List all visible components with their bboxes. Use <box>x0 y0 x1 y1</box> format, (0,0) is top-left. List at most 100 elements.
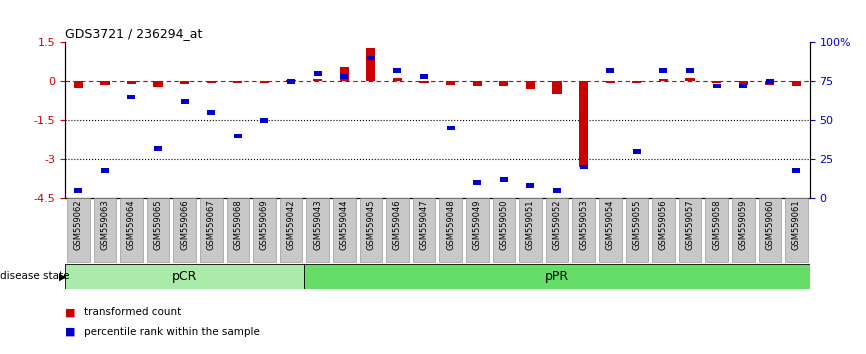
Text: ▶: ▶ <box>59 272 67 281</box>
Bar <box>632 81 642 84</box>
Text: GSM559048: GSM559048 <box>446 200 456 250</box>
Bar <box>553 188 561 193</box>
Bar <box>339 67 349 81</box>
FancyBboxPatch shape <box>386 198 409 262</box>
Text: GSM559050: GSM559050 <box>500 200 508 250</box>
Text: GSM559053: GSM559053 <box>579 200 588 250</box>
Bar <box>180 81 190 84</box>
Text: GSM559044: GSM559044 <box>339 200 349 250</box>
FancyBboxPatch shape <box>759 198 781 262</box>
Text: ■: ■ <box>65 327 75 337</box>
Text: GSM559054: GSM559054 <box>605 200 615 250</box>
Bar <box>579 81 588 167</box>
Text: pCR: pCR <box>172 270 197 283</box>
Bar <box>712 81 721 84</box>
Bar <box>367 56 375 61</box>
Bar <box>366 48 376 81</box>
Text: GSM559056: GSM559056 <box>659 200 668 250</box>
Text: GSM559066: GSM559066 <box>180 200 189 250</box>
Text: GSM559042: GSM559042 <box>287 200 295 250</box>
Bar <box>739 81 748 85</box>
Bar <box>313 71 321 76</box>
Text: pPR: pPR <box>545 270 569 283</box>
Bar <box>605 81 615 84</box>
FancyBboxPatch shape <box>200 198 223 262</box>
FancyBboxPatch shape <box>546 198 568 262</box>
Text: GSM559065: GSM559065 <box>153 200 163 250</box>
Bar <box>659 68 668 73</box>
Bar <box>686 68 694 73</box>
Bar <box>419 81 429 83</box>
FancyBboxPatch shape <box>307 198 329 262</box>
Bar <box>606 68 614 73</box>
FancyBboxPatch shape <box>359 198 382 262</box>
FancyBboxPatch shape <box>173 198 196 262</box>
Bar <box>340 74 348 79</box>
Bar <box>766 79 774 84</box>
FancyBboxPatch shape <box>519 198 542 262</box>
Bar <box>153 81 163 87</box>
Text: GSM559069: GSM559069 <box>260 200 269 250</box>
Bar <box>579 165 588 170</box>
Bar <box>100 168 109 172</box>
FancyBboxPatch shape <box>732 198 754 262</box>
FancyBboxPatch shape <box>413 198 436 262</box>
Bar <box>553 81 562 95</box>
Bar <box>526 81 535 89</box>
Bar <box>766 81 774 85</box>
Bar <box>393 78 402 81</box>
FancyBboxPatch shape <box>785 198 808 262</box>
Text: GSM559055: GSM559055 <box>632 200 642 250</box>
Text: percentile rank within the sample: percentile rank within the sample <box>84 327 260 337</box>
FancyBboxPatch shape <box>679 198 701 262</box>
Bar <box>287 79 295 84</box>
Text: GDS3721 / 236294_at: GDS3721 / 236294_at <box>65 27 203 40</box>
Text: GSM559060: GSM559060 <box>766 200 774 250</box>
FancyBboxPatch shape <box>439 198 462 262</box>
Bar <box>633 149 641 154</box>
Bar <box>792 81 801 86</box>
Bar <box>313 79 322 81</box>
Text: disease state: disease state <box>0 272 69 281</box>
FancyBboxPatch shape <box>146 198 170 262</box>
Text: GSM559049: GSM559049 <box>473 200 481 250</box>
Bar <box>154 146 162 151</box>
Text: GSM559059: GSM559059 <box>739 200 747 250</box>
Bar <box>740 84 747 88</box>
Bar <box>260 81 269 84</box>
Bar <box>74 188 82 193</box>
Bar <box>527 183 534 188</box>
Bar <box>393 68 402 73</box>
Bar <box>207 110 216 115</box>
Bar <box>447 126 455 131</box>
Text: GSM559045: GSM559045 <box>366 200 375 250</box>
Text: GSM559046: GSM559046 <box>393 200 402 250</box>
Bar <box>127 95 135 99</box>
FancyBboxPatch shape <box>253 198 275 262</box>
FancyBboxPatch shape <box>466 198 488 262</box>
Text: GSM559058: GSM559058 <box>712 200 721 250</box>
Text: transformed count: transformed count <box>84 307 181 317</box>
Bar <box>261 118 268 123</box>
Text: GSM559064: GSM559064 <box>127 200 136 250</box>
FancyBboxPatch shape <box>120 198 143 262</box>
Bar <box>446 81 456 85</box>
FancyBboxPatch shape <box>705 198 728 262</box>
FancyBboxPatch shape <box>280 198 302 262</box>
Text: GSM559063: GSM559063 <box>100 200 109 250</box>
Text: GSM559047: GSM559047 <box>419 200 429 250</box>
FancyBboxPatch shape <box>599 198 622 262</box>
Text: GSM559068: GSM559068 <box>233 200 242 250</box>
Bar <box>234 133 242 138</box>
Bar <box>499 81 508 86</box>
Bar <box>126 81 136 84</box>
Bar <box>207 81 216 83</box>
Bar <box>74 81 83 88</box>
FancyBboxPatch shape <box>67 198 89 262</box>
Bar <box>65 264 304 289</box>
Bar <box>713 84 721 88</box>
Bar <box>473 81 481 86</box>
Bar <box>287 80 295 81</box>
FancyBboxPatch shape <box>94 198 116 262</box>
FancyBboxPatch shape <box>333 198 356 262</box>
